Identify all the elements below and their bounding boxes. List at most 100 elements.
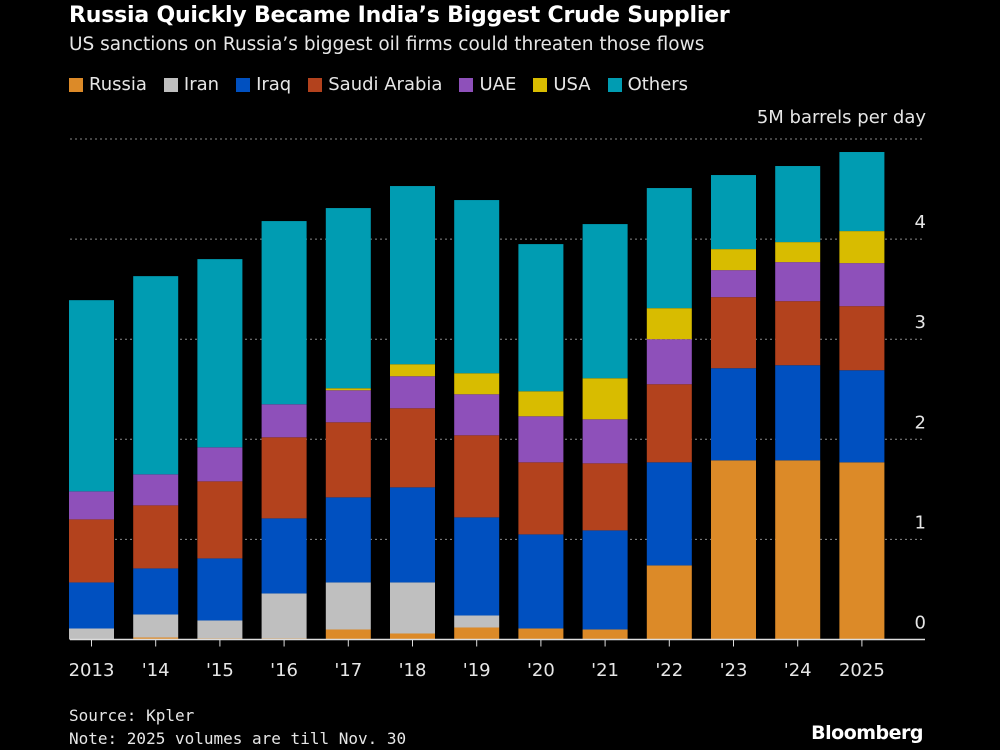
bar-segment-iraq — [133, 568, 179, 615]
bar-segment-iraq — [197, 558, 243, 621]
bar-segment-usa — [646, 308, 692, 340]
legend-label: Saudi Arabia — [328, 74, 443, 95]
legend-item: Iran — [163, 74, 220, 95]
bar-segment-russia — [646, 565, 692, 640]
legend-label: Others — [627, 74, 689, 95]
bar-segment-saudi-arabia — [390, 408, 435, 488]
bar-segment-iraq — [261, 518, 307, 594]
x-tick-label: '22 — [655, 660, 683, 681]
bar-segment-saudi-arabia — [69, 519, 114, 583]
x-tick-label: '17 — [334, 660, 362, 681]
bar-segment-iraq — [775, 365, 821, 461]
bar-segment-russia — [711, 460, 756, 640]
x-tick-label: '18 — [399, 660, 427, 681]
y-tick-label: 0 — [915, 613, 926, 634]
legend-swatch — [459, 77, 474, 92]
bar-segment-others — [839, 152, 885, 232]
legend-item: UAE — [459, 74, 516, 95]
footnote: Note: 2025 volumes are till Nov. 30 — [69, 729, 407, 748]
bar-segment-uae — [518, 416, 564, 463]
legend-item: Saudi Arabia — [308, 74, 442, 95]
y-tick-label: 1 — [915, 512, 926, 533]
bar-segment-usa — [518, 391, 564, 417]
bar-segment-iran — [133, 614, 179, 638]
bar-segment-russia — [454, 627, 500, 640]
bar-segment-others — [454, 200, 500, 374]
bar-segment-others — [646, 188, 692, 309]
legend-item: USA — [533, 74, 591, 95]
bar-segment-usa — [711, 249, 756, 271]
bar-segment-usa — [582, 378, 628, 420]
chart-subtitle: US sanctions on Russia’s biggest oil fir… — [69, 34, 705, 55]
bar-segment-saudi-arabia — [133, 505, 179, 569]
bar-segment-uae — [582, 419, 628, 464]
legend-label: Russia — [89, 74, 147, 95]
bar-segment-iran — [454, 615, 500, 628]
bar-segment-iraq — [390, 487, 435, 583]
bar-segment-others — [69, 300, 114, 492]
bar-segment-uae — [69, 491, 114, 520]
bar-segment-saudi-arabia — [582, 463, 628, 531]
bar-segment-saudi-arabia — [261, 437, 307, 519]
y-tick-label: 4 — [915, 212, 926, 233]
bar-segment-saudi-arabia — [454, 435, 500, 518]
bar-segment-usa — [775, 242, 821, 263]
legend-swatch — [308, 77, 323, 92]
bar-segment-russia — [325, 629, 371, 640]
legend-label: UAE — [479, 74, 517, 95]
bar-segment-russia — [775, 460, 821, 640]
x-tick-label: '20 — [527, 660, 555, 681]
legend-item: Russia — [69, 74, 147, 95]
legend-label: Iran — [183, 74, 220, 95]
bar-segment-uae — [390, 376, 435, 409]
x-tick-label: '16 — [270, 660, 298, 681]
bar-segment-usa — [325, 388, 371, 391]
x-tick-label: '15 — [206, 660, 234, 681]
legend-label: Iraq — [256, 74, 292, 95]
bar-segment-uae — [775, 262, 821, 302]
bar-segment-uae — [711, 270, 756, 298]
bar-segment-uae — [261, 404, 307, 438]
bar-segment-saudi-arabia — [197, 481, 243, 559]
bar-segment-iraq — [582, 530, 628, 630]
bar-segment-uae — [454, 394, 500, 436]
bar-segment-uae — [839, 263, 885, 307]
legend-swatch — [236, 77, 251, 92]
legend-swatch — [607, 77, 622, 92]
bar-segment-iran — [325, 582, 371, 630]
bar-segment-russia — [518, 628, 564, 640]
legend-label: USA — [553, 74, 591, 95]
bar-segment-saudi-arabia — [775, 301, 821, 366]
bar-segment-others — [133, 276, 179, 475]
legend-swatch — [163, 77, 178, 92]
bar-segment-others — [390, 186, 435, 365]
bar-segment-others — [261, 221, 307, 405]
bar-segment-others — [325, 208, 371, 389]
legend-swatch — [69, 77, 83, 92]
bar-segment-iran — [69, 628, 114, 640]
x-tick-label: 2013 — [69, 660, 115, 681]
bar-segment-usa — [390, 364, 435, 377]
bar-segment-russia — [839, 462, 885, 640]
bar-segment-usa — [839, 231, 885, 264]
bar-segment-saudi-arabia — [839, 306, 885, 371]
bar-segment-others — [197, 259, 243, 448]
bloomberg-logo: Bloomberg — [811, 722, 923, 744]
bar-segment-iran — [197, 620, 243, 639]
bar-segment-others — [775, 166, 821, 243]
x-tick-label: '19 — [463, 660, 491, 681]
y-tick-label: 2 — [915, 412, 926, 433]
legend-item: Others — [607, 74, 689, 95]
bar-segment-iraq — [646, 462, 692, 566]
bar-segment-saudi-arabia — [518, 462, 564, 535]
bar-segment-iraq — [454, 517, 500, 616]
bar-segment-others — [711, 175, 756, 250]
x-tick-label: '23 — [720, 660, 748, 681]
y-tick-label: 3 — [915, 312, 926, 333]
bar-segment-uae — [133, 474, 179, 506]
bar-segment-saudi-arabia — [646, 384, 692, 463]
legend-item: Iraq — [236, 74, 291, 95]
bar-segment-others — [518, 244, 564, 392]
bar-segment-uae — [325, 390, 371, 423]
bar-segment-russia — [390, 633, 435, 640]
